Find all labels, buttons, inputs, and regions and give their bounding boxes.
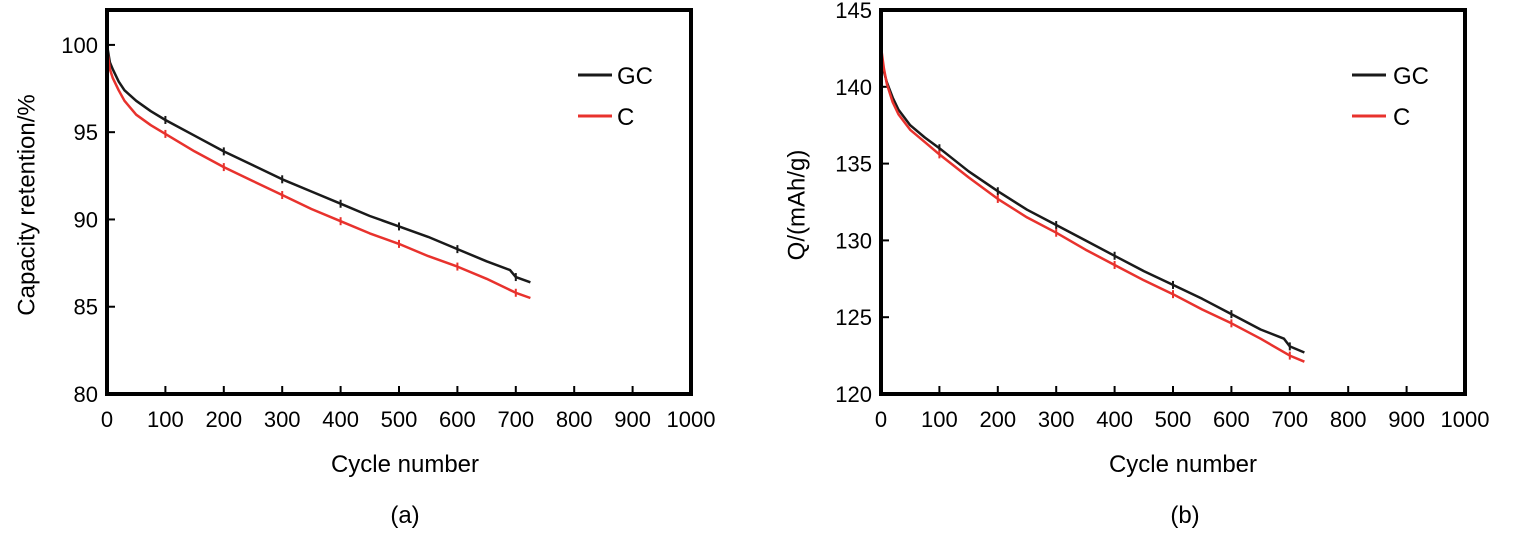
y-tick-label: 145 (835, 0, 872, 23)
tick-marks (880, 9, 1466, 395)
legend-entry-gc: GC (578, 63, 653, 90)
legend: GC C (578, 63, 653, 131)
legend-label-c: C (1393, 104, 1410, 131)
y-tick-labels: 120 125 130 135 140 145 (835, 0, 872, 407)
x-axis-label: Cycle number (331, 451, 479, 478)
x-axis-label: Cycle number (1109, 451, 1257, 478)
x-tick-label: 600 (1213, 407, 1250, 432)
chart-panel-a: Capacity retention/% 80 85 90 95 100 0 100 200… (13, 8, 716, 529)
panel-caption: (b) (1170, 502, 1199, 529)
x-tick-label: 300 (264, 407, 301, 432)
x-tick-label: 800 (556, 407, 593, 432)
plot-frame (105, 8, 693, 396)
x-tick-label: 500 (1155, 407, 1192, 432)
y-tick-label: 140 (835, 75, 872, 100)
x-tick-label: 500 (381, 407, 418, 432)
x-tick-label: 100 (921, 407, 958, 432)
y-axis-label-text: Q/(mAh/g) (783, 150, 810, 261)
y-tick-labels: 80 85 90 95 100 (61, 33, 98, 407)
x-tick-label: 400 (322, 407, 359, 432)
y-tick-label: 80 (74, 382, 98, 407)
x-tick-label: 400 (1096, 407, 1133, 432)
x-tick-label: 700 (497, 407, 534, 432)
x-tick-label: 1000 (1441, 407, 1490, 432)
legend-label-c: C (617, 104, 634, 131)
series-line-c (105, 48, 531, 300)
series-line-c (879, 46, 1305, 363)
x-tick-label: 100 (147, 407, 184, 432)
chart-panel-b: Q/(mAh/g) 120 125 130 135 140 145 0 100 200 300 4… (783, 0, 1489, 529)
y-tick-label: 85 (74, 295, 98, 320)
series-line-gc (879, 51, 1305, 354)
x-tick-label: 800 (1330, 407, 1367, 432)
series-group (879, 46, 1305, 363)
y-tick-label: 135 (835, 152, 872, 177)
x-tick-label: 900 (1388, 407, 1425, 432)
legend: GC C (1352, 63, 1429, 131)
y-axis-label: Capacity retention/% (13, 94, 40, 315)
y-tick-label: 125 (835, 305, 872, 330)
plot-frame (879, 8, 1467, 396)
x-tick-label: 0 (875, 407, 887, 432)
x-tick-label: 300 (1038, 407, 1075, 432)
x-tick-label: 1000 (667, 407, 716, 432)
y-tick-label: 90 (74, 207, 98, 232)
tick-marks (106, 43, 692, 395)
y-axis-label-text: Capacity retention/% (13, 94, 40, 315)
x-tick-label: 200 (979, 407, 1016, 432)
y-tick-label: 100 (61, 33, 98, 58)
y-tick-label: 130 (835, 228, 872, 253)
x-tick-label: 900 (614, 407, 651, 432)
legend-entry-gc: GC (1352, 63, 1429, 90)
legend-entry-c: C (1352, 104, 1410, 131)
legend-label-gc: GC (617, 63, 653, 90)
legend-entry-c: C (578, 104, 634, 131)
panel-caption: (a) (390, 502, 419, 529)
x-tick-labels: 0 100 200 300 400 500 600 700 800 900 1000 (875, 407, 1490, 432)
y-axis-label: Q/(mAh/g) (783, 150, 810, 261)
x-tick-labels: 0 100 200 300 400 500 600 700 800 900 1000 (101, 407, 716, 432)
series-line-gc (105, 44, 531, 284)
x-tick-label: 700 (1271, 407, 1308, 432)
x-tick-label: 600 (439, 407, 476, 432)
legend-label-gc: GC (1393, 63, 1429, 90)
x-tick-label: 0 (101, 407, 113, 432)
y-tick-label: 95 (74, 120, 98, 145)
y-tick-label: 120 (835, 382, 872, 407)
series-group (105, 44, 531, 300)
x-tick-label: 200 (205, 407, 242, 432)
